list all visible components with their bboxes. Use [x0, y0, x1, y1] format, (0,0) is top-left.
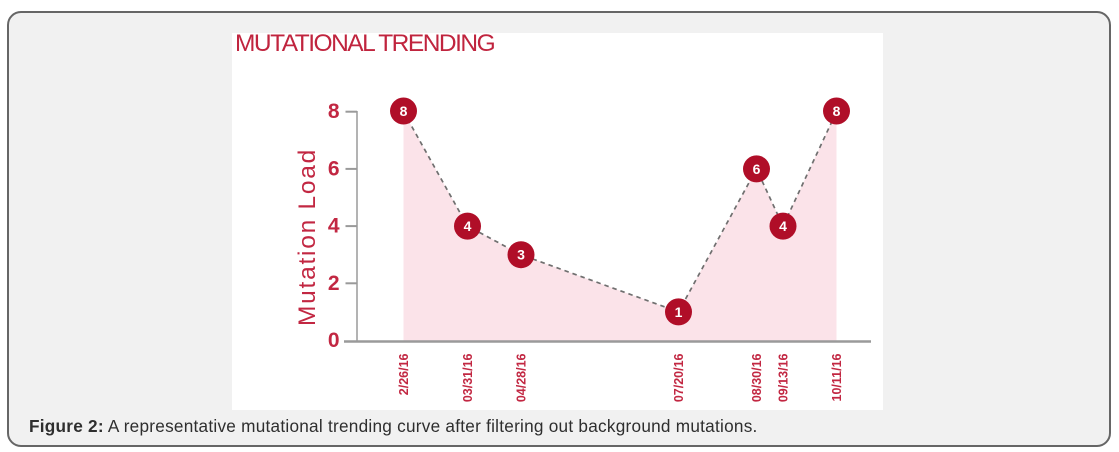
svg-text:04/28/16: 04/28/16 [515, 353, 529, 402]
svg-text:2: 2 [328, 272, 340, 295]
svg-text:10/11/16: 10/11/16 [830, 353, 844, 401]
svg-text:4: 4 [779, 218, 787, 234]
svg-text:09/13/16: 09/13/16 [777, 353, 791, 402]
svg-text:8: 8 [400, 103, 408, 119]
svg-text:6: 6 [328, 157, 340, 180]
svg-text:6: 6 [753, 161, 761, 177]
svg-text:0: 0 [328, 329, 340, 352]
svg-text:1: 1 [675, 304, 683, 320]
svg-text:8: 8 [328, 100, 340, 123]
svg-text:4: 4 [464, 218, 472, 234]
svg-text:8: 8 [833, 103, 841, 119]
svg-text:Mutation Load: Mutation Load [294, 148, 321, 326]
svg-text:2/26/16: 2/26/16 [397, 353, 411, 395]
svg-text:08/30/16: 08/30/16 [750, 353, 764, 402]
svg-text:3: 3 [517, 247, 525, 263]
svg-text:4: 4 [328, 215, 340, 238]
svg-text:07/20/16: 07/20/16 [672, 353, 686, 402]
svg-text:03/31/16: 03/31/16 [461, 353, 475, 402]
